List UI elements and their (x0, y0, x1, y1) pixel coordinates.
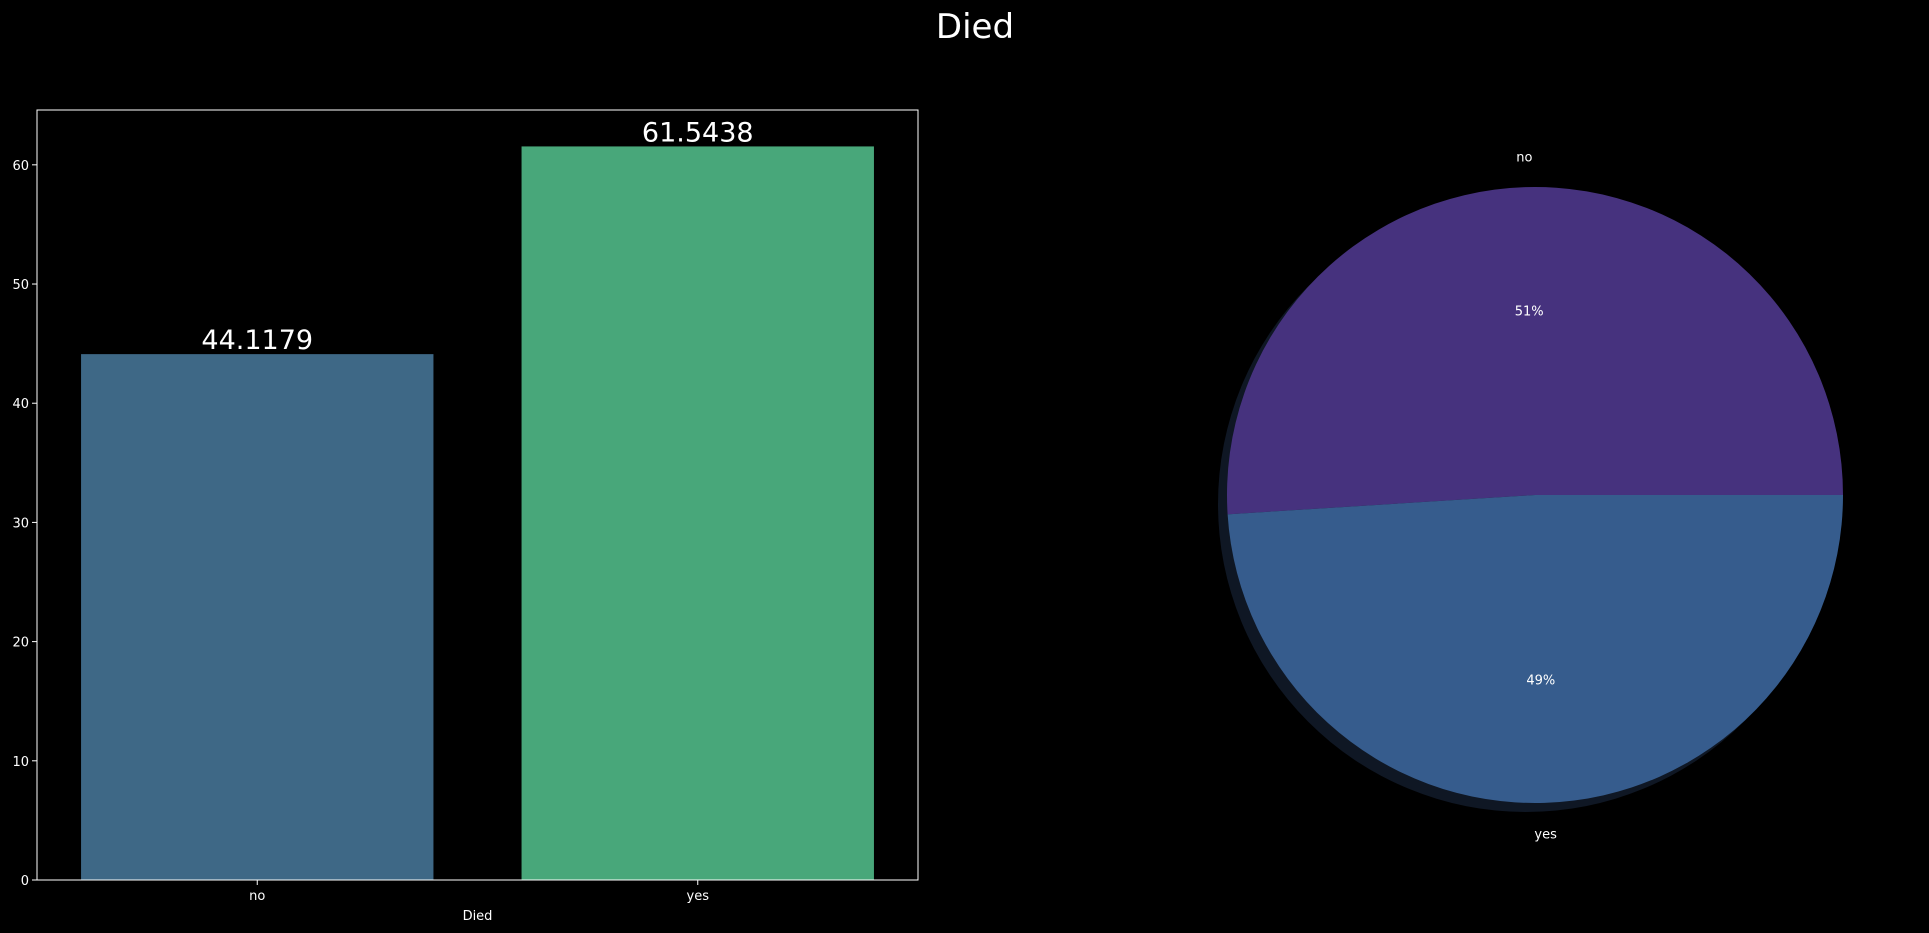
bar-no (81, 354, 434, 880)
y-tick-label: 40 (12, 397, 29, 412)
bar-yes (521, 146, 874, 880)
pie-chart: no 51% yes 49% (1218, 150, 1843, 843)
x-axis-label: Died (463, 909, 493, 924)
x-tick-label-no: no (249, 889, 265, 904)
figure-title: Died (936, 7, 1014, 47)
y-tick-label: 0 (21, 874, 29, 889)
x-tick-label-yes: yes (687, 889, 710, 904)
y-tick-label: 30 (12, 516, 29, 531)
y-tick-label: 60 (12, 159, 29, 174)
bar-chart: 44.1179 no 61.5438 yes 0 10 20 30 40 50 60 Died (12, 109, 919, 924)
y-tick-label: 50 (12, 278, 29, 293)
y-tick-label: 20 (12, 636, 29, 651)
pie-label-yes: yes (1534, 828, 1557, 843)
y-tick-label: 10 (12, 755, 29, 770)
pie-percent-yes: 49% (1526, 674, 1555, 689)
bar-axes-frame (36, 109, 919, 881)
pie-percent-no: 51% (1515, 304, 1544, 319)
pie-slice-yes (1227, 495, 1843, 803)
pie-label-no: no (1516, 150, 1532, 165)
bar-value-label-yes: 61.5438 (642, 117, 754, 148)
pie-slice-no (1227, 186, 1843, 515)
bar-value-label-no: 44.1179 (201, 325, 313, 356)
